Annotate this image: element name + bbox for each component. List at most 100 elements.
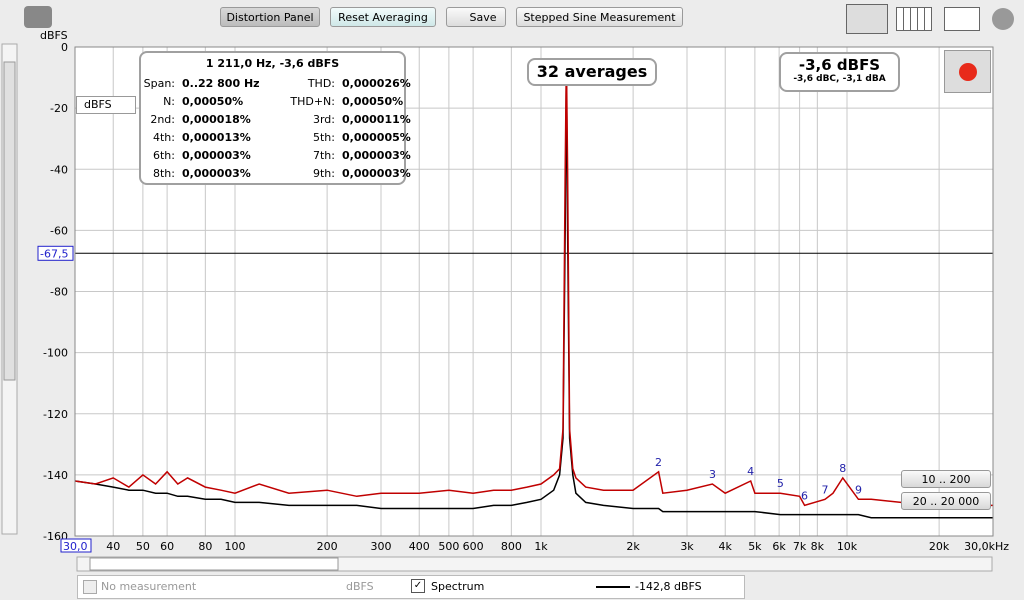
y-axis-label: dBFS: [40, 29, 68, 42]
info-value: 0,000003%: [342, 167, 411, 180]
range-button[interactable]: 20 .. 20 000: [901, 492, 991, 510]
legend-text: No measurement: [101, 580, 197, 593]
grid-icon[interactable]: [896, 7, 932, 31]
info-value: 0,000026%: [342, 77, 411, 90]
info-label: 7th:: [313, 149, 335, 162]
info-label: THD:: [307, 77, 335, 90]
harmonic-marker: 6: [801, 489, 808, 502]
x-tick-label: 50: [136, 540, 150, 553]
harmonic-marker: 7: [822, 483, 829, 496]
info-value: 0,000005%: [342, 131, 411, 144]
y-tick-label: -60: [50, 224, 68, 237]
info-label: 6th:: [153, 149, 175, 162]
x-tick-label: 200: [317, 540, 338, 553]
x-tick-label: 3k: [680, 540, 694, 553]
record-dot: [959, 63, 977, 81]
y-tick-label: -120: [43, 408, 68, 421]
y-tick-label: -20: [50, 102, 68, 115]
plot-frame: [74, 46, 994, 537]
x-tick-label: 400: [409, 540, 430, 553]
x-tick-label: 500: [438, 540, 459, 553]
x-tick-label: 10k: [837, 540, 858, 553]
y-tick-label: -40: [50, 163, 68, 176]
stepped-sine-button[interactable]: Stepped Sine Measurement: [516, 7, 683, 27]
x-tick-label: 5k: [748, 540, 762, 553]
legend-unit: dBFS: [346, 580, 374, 593]
y-tick-label: -140: [43, 469, 68, 482]
info-label: THD+N:: [290, 95, 335, 108]
harmonic-marker: 4: [747, 465, 754, 478]
y-tick-label: -80: [50, 286, 68, 299]
level-box: -3,6 dBFS -3,6 dBC, -3,1 dBA: [779, 52, 900, 92]
h-scroll-thumb[interactable]: [89, 557, 339, 571]
legend-reading: -142,8 dBFS: [635, 580, 702, 593]
info-value: 0,000013%: [182, 131, 251, 144]
info-value: 0,000011%: [342, 113, 411, 126]
harmonic-marker: 8: [839, 462, 846, 475]
cursor-box: [37, 245, 74, 261]
x-tick-label: 80: [198, 540, 212, 553]
x-tick-label: 7k: [793, 540, 807, 553]
info-value: 0,000003%: [342, 149, 411, 162]
info-value: 0,000003%: [182, 167, 251, 180]
save-button[interactable]: Save: [446, 7, 506, 27]
checkbox-disabled[interactable]: [83, 580, 97, 594]
info-value: 0..22 800 Hz: [182, 77, 260, 90]
x-tick-label: 30,0: [63, 540, 88, 553]
info-label: 3rd:: [312, 113, 335, 126]
legend-text: Spectrum: [431, 580, 485, 593]
unit-select[interactable]: dBFS: [76, 96, 136, 114]
v-scroll-thumb[interactable]: [3, 61, 16, 381]
info-value: 0,00050%: [342, 95, 404, 108]
x-tick-label: 2k: [626, 540, 640, 553]
spectrum-trace: [74, 57, 993, 507]
info-header: 1 211,0 Hz, -3,6 dBFS: [205, 57, 340, 70]
info-panel: 1 211,0 Hz, -3,6 dBFS Span: 0..22 800 Hz T…: [139, 51, 411, 185]
y-tick-label: 0: [61, 41, 68, 54]
record-button[interactable]: [944, 50, 991, 93]
info-label: N:: [163, 95, 175, 108]
x-start-box: [60, 538, 92, 553]
averages-box: 32 averages: [527, 58, 657, 86]
info-label: 5th:: [313, 131, 335, 144]
distortion-button[interactable]: Distortion Panel: [220, 7, 320, 27]
harmonic-marker: 9: [855, 483, 862, 496]
info-label: Span:: [143, 77, 175, 90]
x-tick-label: 4k: [719, 540, 733, 553]
harmonic-marker: 2: [655, 456, 662, 469]
settings-icon[interactable]: [992, 8, 1014, 30]
y-tick-label: -100: [43, 347, 68, 360]
level-sub: -3,6 dBC, -3,1 dBA: [793, 74, 886, 84]
info-label: 2nd:: [150, 113, 175, 126]
layout-icon[interactable]: [846, 4, 888, 34]
info-label: 4th:: [153, 131, 175, 144]
x-tick-label: 300: [371, 540, 392, 553]
x-tick-label: 8k: [811, 540, 825, 553]
legend-swatch: [596, 586, 630, 588]
zoom-icon[interactable]: [944, 7, 980, 31]
harmonic-marker: 5: [777, 477, 784, 490]
cursor-label: -67,5: [40, 247, 68, 260]
x-tick-label: 30,0kHz: [964, 540, 1009, 553]
range-button[interactable]: 10 .. 200: [901, 470, 991, 488]
x-tick-label: 1k: [534, 540, 548, 553]
reset-button[interactable]: Reset Averaging: [330, 7, 436, 27]
checkbox[interactable]: ✓: [411, 579, 425, 593]
info-label: 9th:: [313, 167, 335, 180]
x-tick-label: 40: [106, 540, 120, 553]
x-tick-label: 60: [160, 540, 174, 553]
legend-bar: No measurement dBFS ✓ Spectrum -142,8 dB…: [77, 575, 745, 599]
x-tick-label: 100: [225, 540, 246, 553]
x-tick-label: 800: [501, 540, 522, 553]
harmonic-marker: 3: [709, 468, 716, 481]
x-tick-label: 20k: [929, 540, 950, 553]
info-value: 0,00050%: [182, 95, 244, 108]
x-tick-label: 6k: [772, 540, 786, 553]
x-tick-label: 600: [463, 540, 484, 553]
info-label: 8th:: [153, 167, 175, 180]
level-main: -3,6 dBFS: [798, 56, 881, 74]
info-value: 0,000018%: [182, 113, 251, 126]
info-value: 0,000003%: [182, 149, 251, 162]
camera-icon[interactable]: [24, 6, 52, 28]
